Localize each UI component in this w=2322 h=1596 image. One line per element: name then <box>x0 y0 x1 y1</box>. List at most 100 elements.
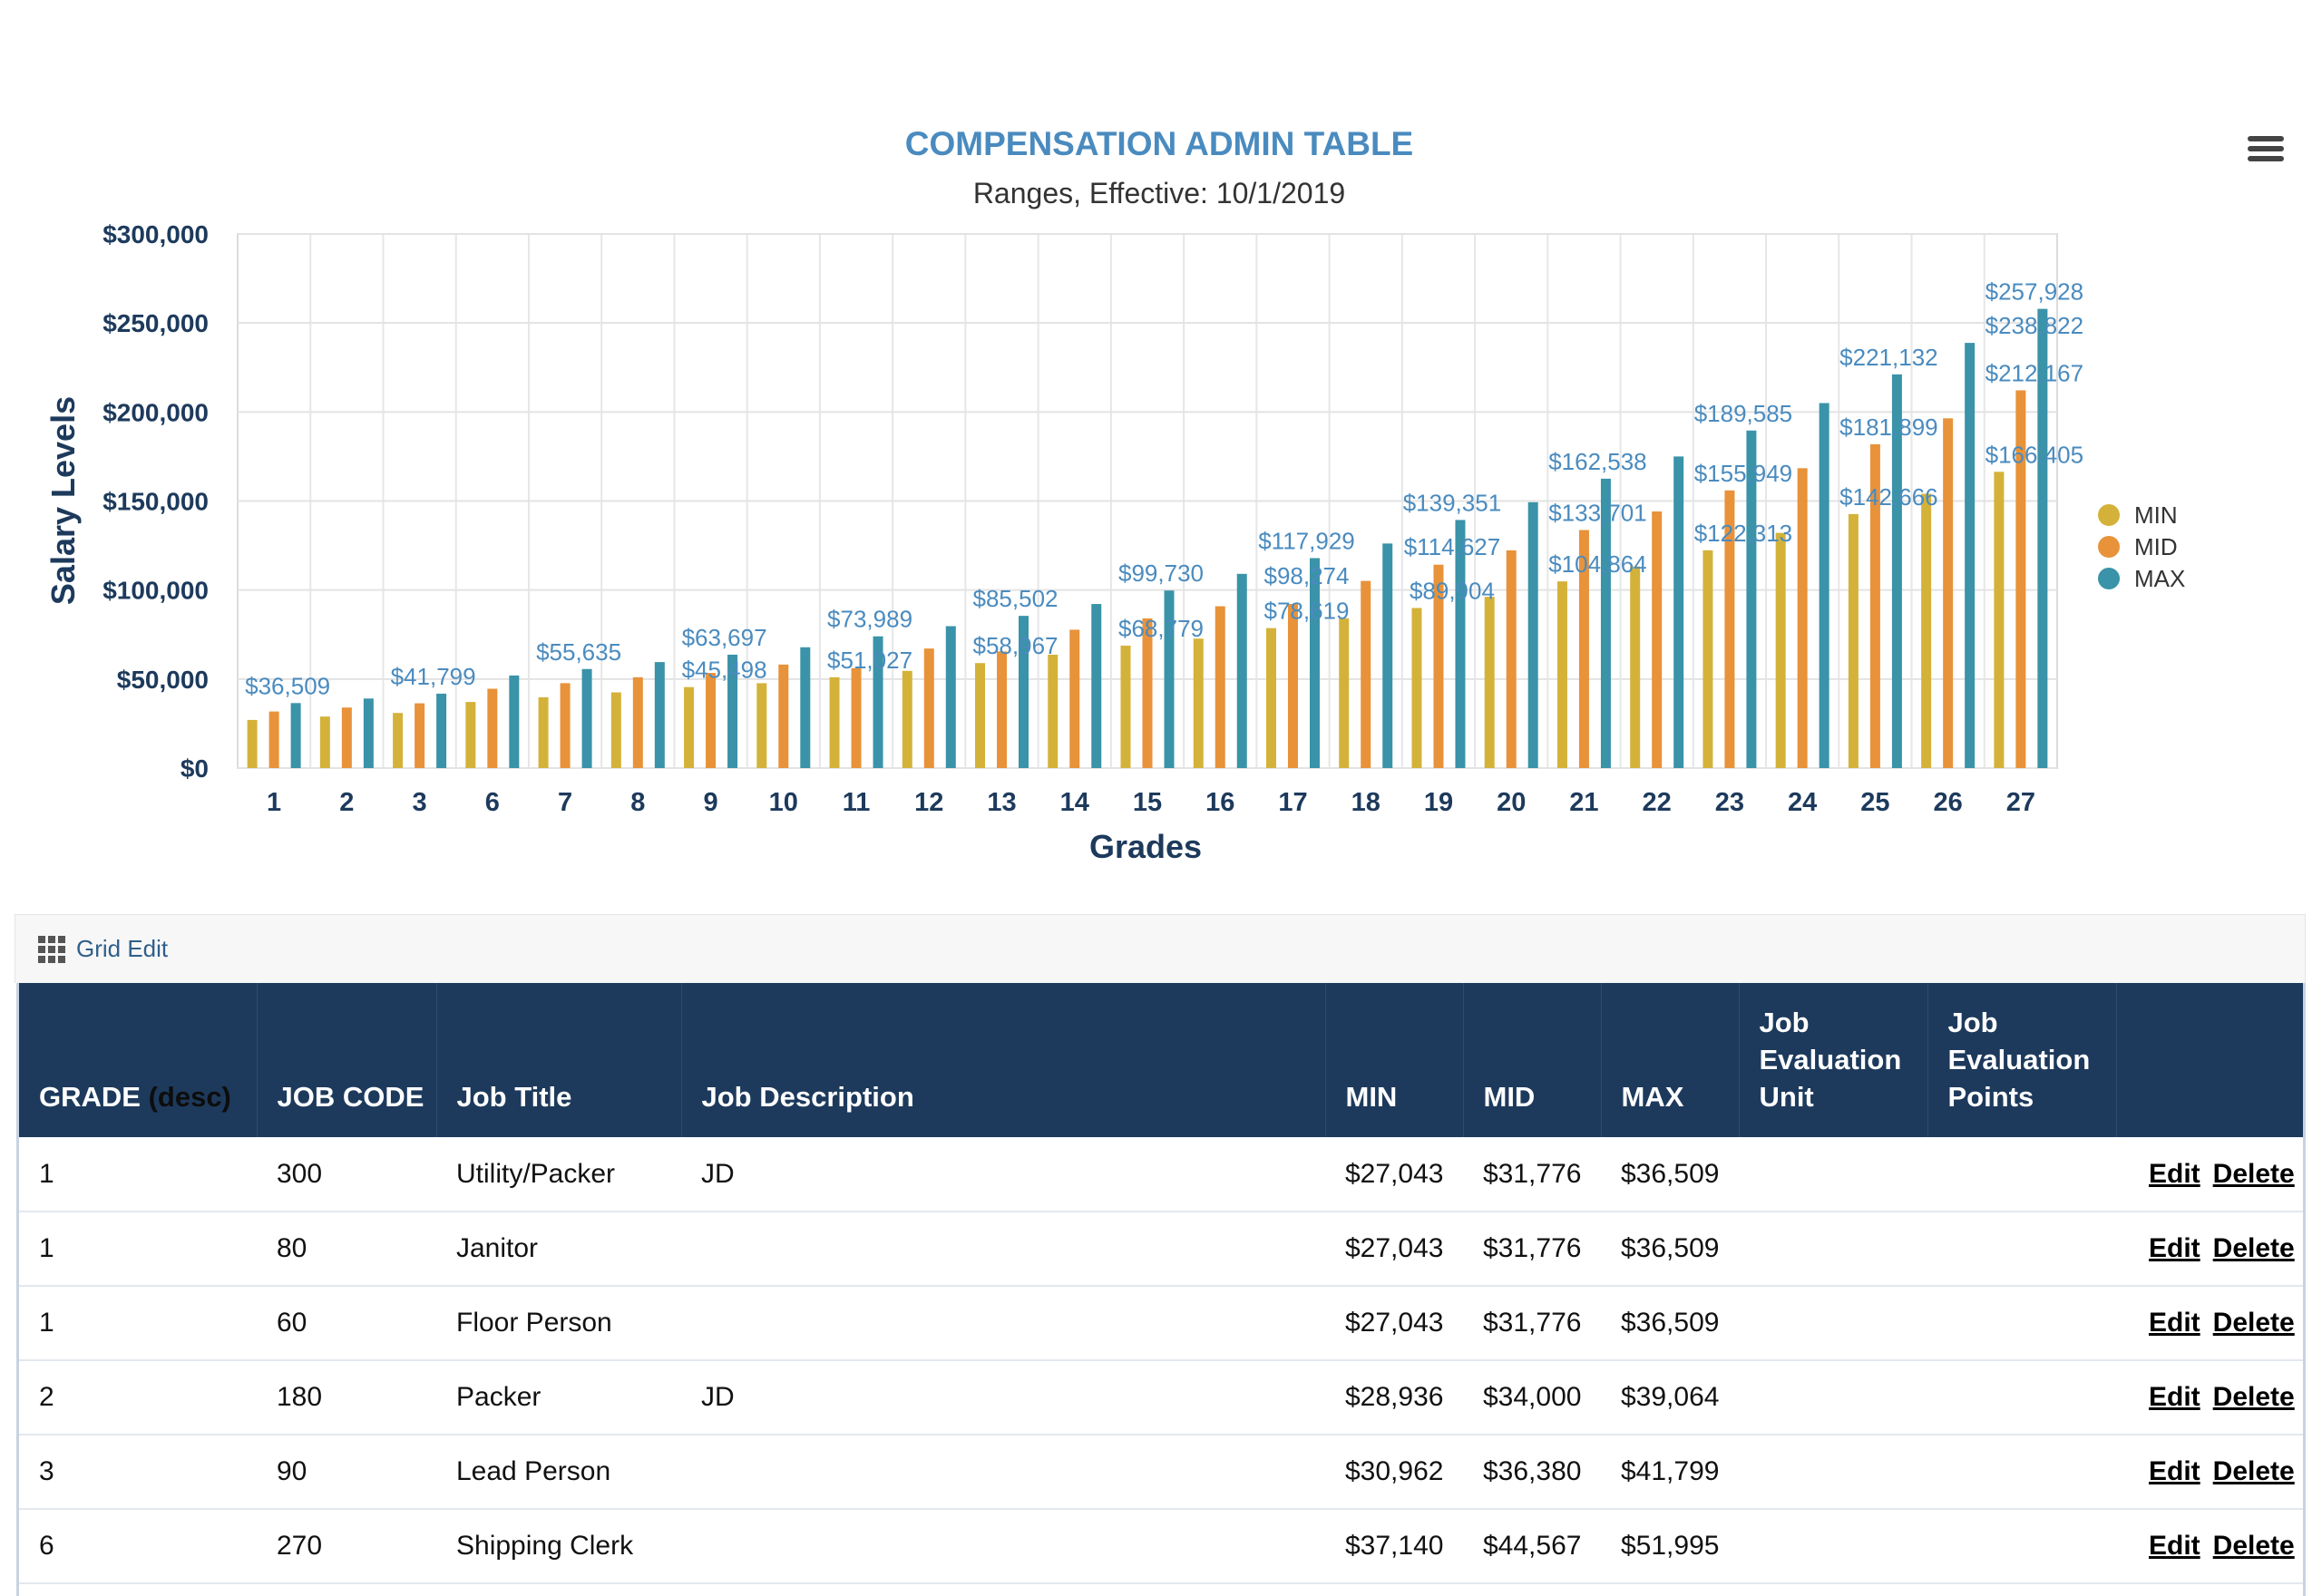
data-label: $41,799 <box>391 663 476 690</box>
cell-job-description[interactable] <box>681 1509 1325 1583</box>
cell-job-title: Floor Person <box>456 1308 612 1338</box>
cell-grade: 2 <box>39 1382 54 1412</box>
cell-actions: Edit Delete <box>2116 1137 2303 1212</box>
chart-title: COMPENSATION ADMIN TABLE <box>905 125 1413 162</box>
cell-job-title: Utility/Packer <box>456 1158 616 1189</box>
cell-max: $39,064 <box>1621 1382 1720 1412</box>
bar-mid <box>1142 618 1153 768</box>
bar-mid <box>851 667 862 768</box>
col-header-eval-unit[interactable]: Job Evaluation Unit <box>1739 983 1928 1137</box>
table-row: 6 270 Shipping Clerk $37,140 $44,567 $51,995 E… <box>19 1509 2303 1583</box>
x-tick-label: 17 <box>1278 788 1307 817</box>
cell-eval-unit <box>1739 1212 1927 1286</box>
edit-link[interactable]: Edit <box>2149 1158 2200 1189</box>
data-label: $133,701 <box>1548 500 1646 527</box>
bar-max <box>1600 478 1611 768</box>
col-header-job-title[interactable]: Job Title <box>436 983 682 1137</box>
data-label: $117,929 <box>1258 527 1355 554</box>
chart-menu-hamburger-icon[interactable] <box>2248 136 2284 167</box>
data-label: $99,730 <box>1118 560 1204 587</box>
cell-grade: 1 <box>39 1308 54 1338</box>
delete-link[interactable]: Delete <box>2212 1233 2295 1263</box>
cell-job-code: 180 <box>277 1382 323 1412</box>
edit-link[interactable]: Edit <box>2149 1456 2200 1486</box>
col-header-job-description[interactable]: Job Description <box>681 983 1326 1137</box>
delete-link[interactable]: Delete <box>2212 1531 2295 1561</box>
bar-max <box>1236 573 1247 768</box>
data-label: $257,928 <box>1985 278 2083 306</box>
cell-max: $36,509 <box>1621 1158 1720 1189</box>
bar-max <box>1455 520 1466 768</box>
cell-job-code: 90 <box>277 1456 307 1486</box>
data-label: $166,405 <box>1985 441 2083 468</box>
data-label: $139,351 <box>1403 489 1501 516</box>
bar-min <box>902 670 912 768</box>
legend-marker-mid <box>2098 536 2120 558</box>
compensation-chart: $0 $50,000 $100,000 $150,000 $200,000 $250,00… <box>44 125 2284 865</box>
bar-min <box>319 716 330 768</box>
x-tick-label: 22 <box>1643 788 1672 817</box>
edit-link[interactable]: Edit <box>2149 1382 2200 1412</box>
edit-link[interactable]: Edit <box>2149 1531 2200 1561</box>
bar-min <box>829 676 840 768</box>
bar-mid <box>487 688 498 768</box>
bar-max <box>436 693 447 768</box>
compensation-table: GRADE (desc) JOB CODE Job Title Job Desc… <box>19 983 2303 1584</box>
bar-mid <box>560 683 571 768</box>
bar-max <box>1819 403 1829 768</box>
col-header-job-code[interactable]: JOB CODE <box>257 983 437 1137</box>
cell-job-description[interactable]: JD <box>701 1382 735 1412</box>
bar-mid <box>923 648 934 768</box>
edit-link[interactable]: Edit <box>2149 1308 2200 1338</box>
cell-actions: Edit Delete <box>2116 1360 2303 1435</box>
delete-link[interactable]: Delete <box>2212 1308 2295 1338</box>
cell-mid: $36,380 <box>1483 1456 1582 1486</box>
edit-link[interactable]: Edit <box>2149 1233 2200 1263</box>
x-tick-label: 24 <box>1788 788 1817 817</box>
bar-mid <box>1943 418 1954 768</box>
bar-max <box>1746 430 1757 768</box>
data-label: $36,509 <box>245 672 330 699</box>
bar-mid <box>706 673 717 768</box>
y-tick-label: $100,000 <box>102 577 209 605</box>
col-header-max[interactable]: MAX <box>1601 983 1740 1137</box>
bar-max <box>581 668 592 768</box>
bar-mid <box>268 711 279 768</box>
grid-edit-button[interactable]: Grid Edit <box>38 935 168 963</box>
cell-eval-unit <box>1739 1509 1927 1583</box>
cell-job-description[interactable] <box>681 1212 1325 1286</box>
cell-job-description[interactable] <box>681 1286 1325 1360</box>
delete-link[interactable]: Delete <box>2212 1456 2295 1486</box>
col-header-eval-points[interactable]: Job Evaluation Points <box>1927 983 2117 1137</box>
delete-link[interactable]: Delete <box>2212 1382 2295 1412</box>
table-row: 1 60 Floor Person $27,043 $31,776 $36,509 Edit… <box>19 1286 2303 1360</box>
bar-min <box>975 663 986 768</box>
bar-mid <box>1869 443 1880 768</box>
cell-job-description[interactable]: JD <box>701 1158 735 1189</box>
cell-mid: $34,000 <box>1483 1382 1582 1412</box>
bar-min <box>393 713 404 768</box>
x-tick-label: 18 <box>1351 788 1381 817</box>
cell-job-description[interactable] <box>681 1435 1325 1509</box>
cell-max: $36,509 <box>1621 1233 1720 1263</box>
cell-min: $27,043 <box>1345 1308 1444 1338</box>
cell-eval-points <box>1927 1212 2116 1286</box>
x-tick-label: 13 <box>987 788 1016 817</box>
cell-eval-unit <box>1739 1435 1927 1509</box>
data-label: $68,779 <box>1118 615 1204 642</box>
bar-mid <box>632 676 643 768</box>
legend-label-min: MIN <box>2134 501 2178 529</box>
col-header-mid[interactable]: MID <box>1463 983 1602 1137</box>
col-header-grade[interactable]: GRADE (desc) <box>19 983 258 1137</box>
col-header-min[interactable]: MIN <box>1325 983 1464 1137</box>
bar-min <box>1775 532 1786 768</box>
x-tick-label: 16 <box>1205 788 1234 817</box>
bar-mid <box>415 703 425 768</box>
bar-min <box>1265 628 1276 768</box>
delete-link[interactable]: Delete <box>2212 1158 2295 1189</box>
bar-mid <box>341 707 352 768</box>
bar-max <box>1527 501 1538 768</box>
bar-max <box>1891 374 1902 768</box>
bar-mid <box>997 651 1008 768</box>
bar-min <box>1339 618 1350 768</box>
